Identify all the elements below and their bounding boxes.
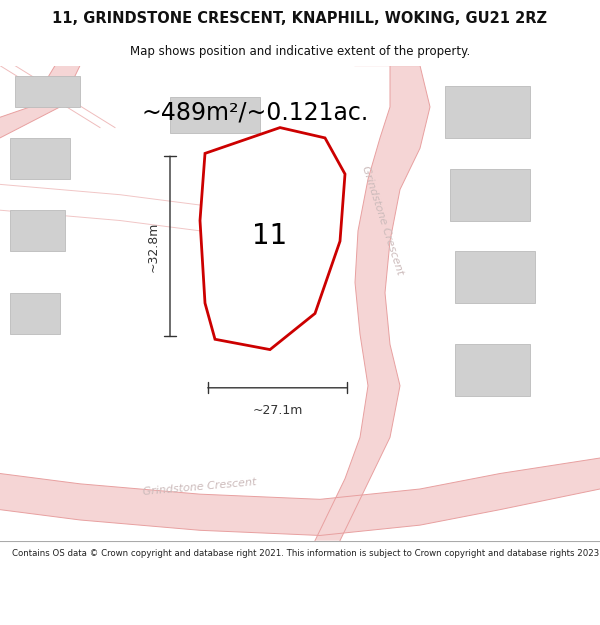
Polygon shape [10, 292, 60, 334]
Text: Grindstone Crescent: Grindstone Crescent [143, 477, 257, 497]
Text: ~32.8m: ~32.8m [147, 221, 160, 271]
Polygon shape [200, 127, 345, 349]
Polygon shape [0, 458, 600, 536]
Polygon shape [450, 169, 530, 221]
Text: 11: 11 [253, 222, 287, 250]
Polygon shape [0, 66, 80, 138]
Polygon shape [455, 344, 530, 396]
Text: ~489m²/~0.121ac.: ~489m²/~0.121ac. [142, 100, 368, 124]
Text: Map shows position and indicative extent of the property.: Map shows position and indicative extent… [130, 45, 470, 58]
Polygon shape [10, 210, 65, 251]
Polygon shape [15, 76, 80, 107]
Polygon shape [170, 97, 260, 132]
Polygon shape [315, 66, 430, 541]
Text: 11, GRINDSTONE CRESCENT, KNAPHILL, WOKING, GU21 2RZ: 11, GRINDSTONE CRESCENT, KNAPHILL, WOKIN… [53, 11, 548, 26]
Text: ~27.1m: ~27.1m [253, 404, 302, 417]
Text: Contains OS data © Crown copyright and database right 2021. This information is : Contains OS data © Crown copyright and d… [12, 549, 600, 558]
Text: Grindstone Crescent: Grindstone Crescent [359, 165, 404, 276]
Polygon shape [10, 138, 70, 179]
Polygon shape [445, 86, 530, 138]
Polygon shape [455, 251, 535, 303]
